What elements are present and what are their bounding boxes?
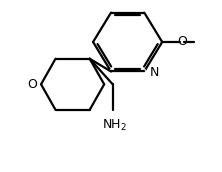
Text: O: O — [28, 78, 37, 91]
Text: NH$_2$: NH$_2$ — [102, 118, 127, 133]
Text: O: O — [177, 35, 187, 49]
Text: N: N — [150, 66, 159, 79]
